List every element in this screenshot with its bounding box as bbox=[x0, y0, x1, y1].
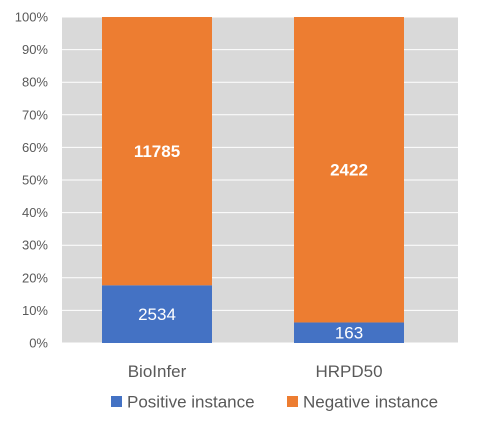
y-tick-label: 0% bbox=[29, 336, 48, 351]
x-axis-categories: BioInfer HRPD50 bbox=[128, 362, 383, 381]
y-tick-label: 10% bbox=[22, 303, 48, 318]
y-tick-label: 80% bbox=[22, 75, 48, 90]
bar-positive-instance-hrpd50 bbox=[294, 322, 404, 343]
legend: Positive instance Negative instance bbox=[111, 393, 438, 412]
y-tick-label: 60% bbox=[22, 140, 48, 155]
y-tick-label: 90% bbox=[22, 42, 48, 57]
y-tick-label: 50% bbox=[22, 173, 48, 188]
legend-swatch bbox=[111, 396, 122, 407]
legend-label: Positive instance bbox=[127, 393, 255, 412]
data-label: 2534 bbox=[138, 305, 176, 324]
data-label: 2422 bbox=[330, 161, 368, 180]
y-tick-label: 70% bbox=[22, 107, 48, 122]
bar-negative-instance-bioinfer bbox=[102, 17, 212, 286]
x-category-label: HRPD50 bbox=[315, 362, 382, 381]
y-tick-label: 40% bbox=[22, 205, 48, 220]
data-label: 11785 bbox=[134, 142, 180, 161]
legend-label: Negative instance bbox=[303, 393, 438, 412]
bar-positive-instance-bioinfer bbox=[102, 285, 212, 343]
y-axis-ticks: 0% 10% 20% 30% 40% 50% 60% 70% 80% 90% 100% bbox=[15, 10, 49, 351]
x-category-label: BioInfer bbox=[128, 362, 187, 381]
bar-negative-instance-hrpd50 bbox=[294, 17, 404, 323]
y-tick-label: 100% bbox=[15, 10, 49, 25]
y-tick-label: 30% bbox=[22, 238, 48, 253]
bars: 2534 11785 163 2422 bbox=[102, 17, 404, 343]
data-label: 163 bbox=[335, 324, 363, 343]
y-tick-label: 20% bbox=[22, 270, 48, 285]
legend-swatch bbox=[287, 396, 298, 407]
